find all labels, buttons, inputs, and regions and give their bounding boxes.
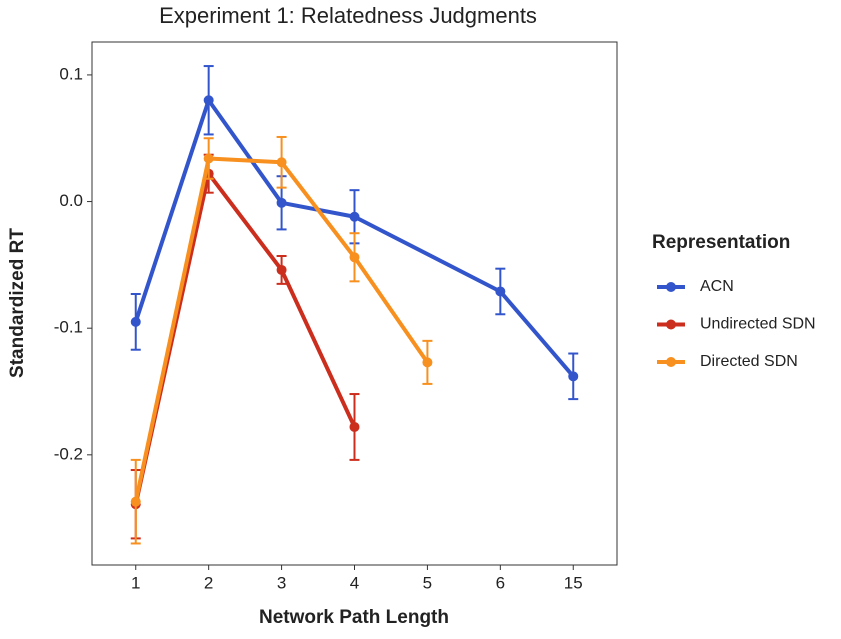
point [495, 286, 506, 297]
legend-swatch-point [666, 319, 676, 330]
y-tick-label: 0.0 [59, 191, 83, 210]
x-tick-label: 1 [131, 573, 140, 592]
x-tick-label: 4 [350, 573, 359, 592]
y-tick-label: -0.2 [54, 444, 83, 463]
point [349, 252, 360, 263]
legend-label: ACN [700, 278, 734, 295]
legend-swatch-point [666, 357, 676, 367]
point [203, 153, 214, 164]
point [276, 157, 287, 168]
panel-border [91, 41, 618, 566]
y-tick-label: -0.1 [54, 318, 83, 337]
point [349, 421, 360, 432]
point [422, 357, 433, 368]
point [568, 371, 579, 382]
legend-swatch-point [666, 282, 676, 292]
legend-label: Undirected SDN [700, 316, 816, 333]
point [203, 95, 214, 106]
point [276, 197, 287, 208]
point [276, 264, 287, 275]
x-tick-label: 3 [277, 573, 286, 592]
point [130, 316, 141, 327]
point [130, 496, 141, 507]
x-tick-label: 15 [564, 573, 583, 592]
x-tick-label: 6 [496, 573, 505, 592]
x-tick-label: 5 [423, 573, 432, 592]
x-tick-label: 2 [204, 573, 213, 592]
legend-title: Representation [652, 232, 790, 253]
point [349, 211, 360, 222]
y-tick-label: 0.1 [59, 64, 83, 83]
x-axis-title: Network Path Length [259, 607, 449, 628]
legend-label: Directed SDN [700, 353, 798, 370]
y-axis-title: Standardized RT [7, 228, 28, 378]
chart-title: Experiment 1: Relatedness Judgments [159, 3, 537, 28]
